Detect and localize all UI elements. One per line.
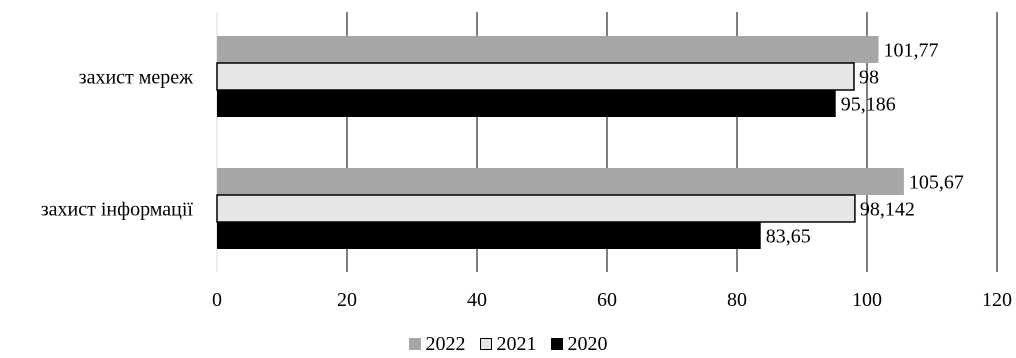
- legend: 2022 2021 2020: [0, 330, 1016, 358]
- x-tick-label-20: 20: [337, 289, 357, 311]
- x-tick-label-40: 40: [467, 289, 487, 311]
- x-tick-label-0: 0: [212, 289, 222, 311]
- bar-2021-0: [216, 62, 855, 91]
- legend-swatch-2020: [550, 338, 563, 350]
- bar-2020-1: [217, 222, 761, 249]
- data-label-2021-1: 98,142: [860, 199, 915, 221]
- category-labels: захист мереж захист інформації: [41, 67, 194, 221]
- bar-2021-1: [216, 194, 856, 223]
- bars: [216, 36, 904, 249]
- legend-label-2021: 2021: [496, 332, 537, 355]
- bar-2022-0: [217, 36, 879, 63]
- legend-item-2022: 2022: [408, 332, 466, 356]
- legend-item-2021: 2021: [479, 332, 537, 356]
- x-tick-label-100: 100: [852, 289, 882, 311]
- data-label-2020-1: 83,65: [766, 226, 811, 248]
- legend-item-2020: 2020: [550, 332, 608, 356]
- data-label-2022-1: 105,67: [909, 172, 964, 194]
- data-label-2021-0: 98: [859, 67, 879, 89]
- x-axis-tick-labels: 0 20 40 60 80 100 120: [212, 289, 1012, 311]
- legend-swatch-2021: [479, 338, 492, 350]
- x-tick-label-80: 80: [727, 289, 747, 311]
- data-label-2020-0: 95,186: [841, 94, 896, 116]
- legend-label-2020: 2020: [567, 332, 608, 355]
- legend-label-2022: 2022: [425, 332, 466, 355]
- x-tick-label-60: 60: [597, 289, 617, 311]
- data-label-2022-0: 101,77: [884, 40, 939, 62]
- x-tick-label-120: 120: [982, 289, 1012, 311]
- category-label-1: захист інформації: [41, 199, 194, 221]
- legend-swatch-2022: [408, 338, 421, 350]
- bar-2020-0: [217, 90, 836, 117]
- bar-2022-1: [217, 168, 904, 195]
- category-label-0: захист мереж: [79, 67, 194, 89]
